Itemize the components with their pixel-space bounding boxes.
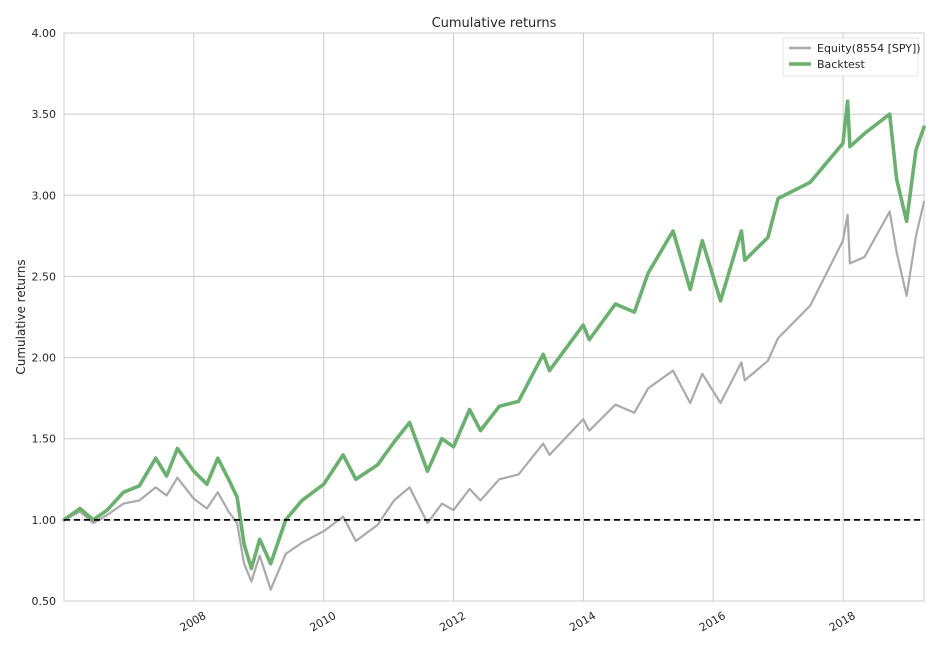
- legend-box: [782, 37, 919, 77]
- plot-area-border: [63, 32, 925, 602]
- y-axis-ticks: 0.50 1.00 1.50 2.00 2.50 3.00 3.50 4.00: [32, 27, 57, 608]
- legend-label-backtest: Backtest: [817, 58, 866, 71]
- x-tick-label: 2008: [178, 609, 209, 634]
- series-layer: [62, 99, 926, 591]
- plot-area-background: [64, 33, 924, 601]
- x-tick-label: 2014: [567, 609, 598, 634]
- y-tick-label: 3.50: [32, 108, 57, 121]
- y-tick-label: 3.00: [32, 189, 57, 202]
- y-axis-label: Cumulative returns: [14, 259, 28, 374]
- x-axis-ticks: 2008 2010 2012 2014 2016 2018: [178, 609, 858, 634]
- legend: Equity(8554 [SPY]) Backtest: [782, 37, 921, 77]
- x-tick-label: 2012: [437, 609, 468, 634]
- x-tick-label: 2016: [697, 609, 728, 634]
- legend-label-equity: Equity(8554 [SPY]): [817, 42, 921, 55]
- y-tick-label: 1.00: [32, 514, 57, 527]
- y-tick-label: 2.50: [32, 270, 57, 283]
- x-tick-label: 2010: [308, 609, 339, 634]
- chart-title: Cumulative returns: [432, 16, 557, 31]
- y-tick-label: 0.50: [32, 595, 57, 608]
- y-tick-label: 4.00: [32, 27, 57, 40]
- y-tick-label: 1.50: [32, 433, 57, 446]
- series-line-equity: [62, 200, 926, 591]
- y-tick-label: 2.00: [32, 352, 57, 365]
- series-line-backtest: [62, 99, 926, 571]
- x-tick-label: 2018: [827, 609, 858, 634]
